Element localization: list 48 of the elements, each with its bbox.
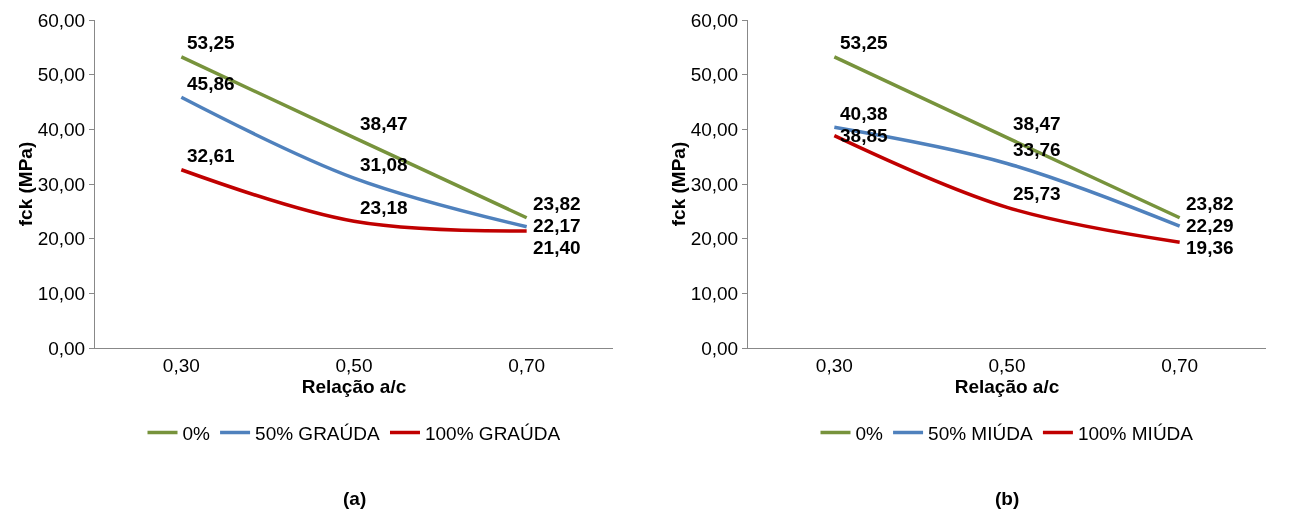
data-label: 32,61	[187, 145, 235, 166]
x-axis-title: Relação a/c	[301, 375, 407, 397]
legend-label: 0%	[182, 422, 211, 444]
data-label: 23,18	[360, 197, 408, 218]
x-axis-title: Relação a/c	[954, 375, 1060, 397]
legend-label: 100% GRAÚDA	[424, 422, 561, 444]
data-label: 38,47	[360, 113, 408, 134]
data-label: 19,36	[1186, 237, 1234, 258]
data-label: 22,17	[533, 215, 581, 236]
y-tick-label: 0,00	[701, 337, 739, 359]
data-label: 53,25	[187, 32, 235, 53]
y-tick-label: 50,00	[37, 64, 86, 86]
y-axis-title: fck (MPa)	[14, 141, 36, 227]
data-label: 22,29	[1186, 215, 1234, 236]
data-label: 23,82	[1186, 193, 1234, 214]
y-tick-label: 60,00	[37, 9, 86, 31]
data-label: 45,86	[187, 73, 235, 94]
text: (b)	[995, 488, 1020, 509]
y-tick-label: 20,00	[690, 228, 739, 250]
x-tick-label: 0,70	[508, 354, 546, 376]
y-tick-label: 50,00	[690, 64, 739, 86]
x-tick-label: 0,50	[988, 354, 1026, 376]
data-label: 40,38	[840, 103, 888, 124]
data-label: 53,25	[840, 32, 888, 53]
y-axis-title: fck (MPa)	[667, 141, 689, 227]
x-tick-label: 0,30	[162, 354, 200, 376]
x-tick-label: 0,30	[815, 354, 853, 376]
legend-label: 50% MIÚDA	[928, 422, 1033, 444]
text: (a)	[343, 488, 367, 509]
y-tick-label: 30,00	[690, 173, 739, 195]
y-tick-label: 10,00	[690, 282, 739, 304]
data-label: 25,73	[1013, 183, 1061, 204]
y-tick-label: 40,00	[37, 118, 86, 140]
x-tick-label: 0,70	[1161, 354, 1199, 376]
y-tick-label: 20,00	[37, 228, 86, 250]
data-label: 38,47	[1013, 113, 1061, 134]
data-label: 31,08	[360, 154, 408, 175]
legend-label: 50% GRAÚDA	[255, 422, 380, 444]
y-tick-label: 30,00	[37, 173, 86, 195]
legend-label: 100% MIÚDA	[1077, 422, 1194, 444]
legend-label: 0%	[855, 422, 884, 444]
y-tick-label: 60,00	[690, 9, 739, 31]
data-label: 21,40	[533, 237, 581, 258]
data-label: 23,82	[533, 193, 581, 214]
y-tick-label: 0,00	[48, 337, 86, 359]
x-tick-label: 0,50	[335, 354, 373, 376]
y-tick-label: 40,00	[690, 118, 739, 140]
y-tick-label: 10,00	[37, 282, 86, 304]
